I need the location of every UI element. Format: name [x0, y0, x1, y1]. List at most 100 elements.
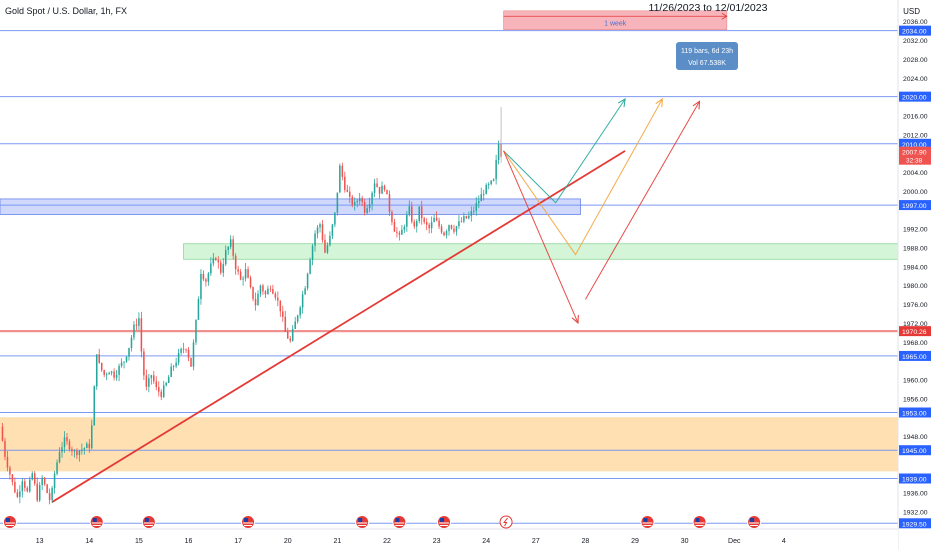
- price-tick-label: 1936.00: [903, 491, 928, 498]
- level-price-label: 1945.00: [902, 448, 927, 455]
- level-price-tag[interactable]: [899, 473, 931, 484]
- candle-body: [202, 273, 205, 280]
- level-price-tag[interactable]: [899, 25, 931, 36]
- price-tick-label: 1932.00: [903, 510, 928, 517]
- candle-body: [430, 222, 433, 229]
- time-tick-label: 14: [85, 538, 93, 545]
- candle-body: [326, 245, 329, 253]
- measure-info-volume: Vol 67.538K: [688, 60, 726, 67]
- candle-body: [269, 288, 272, 290]
- candle-body: [78, 450, 81, 456]
- candle-body: [244, 269, 247, 279]
- candle-body: [267, 288, 269, 295]
- candle-body: [153, 375, 155, 382]
- candle-body: [38, 485, 41, 501]
- measure-info-box: [676, 42, 738, 70]
- candle-body: [239, 271, 242, 280]
- candle-body: [368, 204, 371, 209]
- candle-body: [91, 425, 93, 449]
- candle-body: [341, 165, 344, 177]
- price-tick-label: 1956.00: [903, 396, 928, 403]
- level-price-label: 1965.00: [902, 354, 927, 361]
- candle-body: [81, 449, 83, 451]
- candle-body: [28, 479, 31, 492]
- candle-body: [227, 246, 229, 251]
- time-tick-label: 17: [234, 538, 242, 545]
- candle-body: [56, 462, 58, 474]
- date-range-box[interactable]: [503, 10, 728, 31]
- projection-path-green[interactable]: [503, 98, 626, 204]
- candle-body: [492, 179, 495, 181]
- candle-body: [425, 221, 428, 225]
- candle-body: [453, 228, 455, 232]
- candle-body: [475, 203, 478, 211]
- level-price-tag[interactable]: [899, 326, 931, 337]
- projection-path-red[interactable]: [585, 101, 700, 300]
- us-flag-event-icon[interactable]: [2, 515, 17, 529]
- candle-body: [358, 198, 361, 202]
- level-price-tag[interactable]: [899, 350, 931, 361]
- candle-body: [286, 331, 289, 339]
- candle-body: [187, 349, 190, 358]
- level-price-tag[interactable]: [899, 138, 931, 149]
- candle-body: [316, 227, 319, 234]
- candle-body: [420, 206, 423, 219]
- arrow-head-icon: [721, 12, 728, 20]
- uptrend-line[interactable]: [51, 150, 626, 503]
- level-price-tag[interactable]: [899, 200, 931, 211]
- candle-body: [1, 426, 4, 441]
- candle-body: [95, 354, 98, 387]
- candle-body: [371, 192, 373, 205]
- level-price-label: 2020.00: [902, 95, 927, 102]
- candle-body: [264, 291, 267, 295]
- candle-body: [234, 255, 237, 270]
- candle-body: [344, 176, 346, 190]
- level-price-tag[interactable]: [899, 91, 931, 102]
- candle-body: [110, 371, 113, 373]
- currency-label[interactable]: USD: [903, 7, 920, 16]
- candle-body: [4, 440, 6, 457]
- candle-body: [123, 361, 125, 363]
- candle-body: [9, 467, 11, 475]
- bar-countdown-label: 32:38: [906, 158, 923, 165]
- candle-body: [58, 452, 61, 463]
- candle-body: [433, 217, 435, 223]
- candle-body: [222, 264, 225, 273]
- projection-path-orange[interactable]: [503, 98, 663, 256]
- candle-body: [445, 231, 448, 236]
- candle-body: [470, 211, 473, 216]
- candle-body: [282, 311, 284, 317]
- candle-body: [172, 366, 175, 367]
- arrow-head-icon: [655, 97, 663, 108]
- candle-body: [294, 321, 296, 329]
- last-price-label: 2007.90: [902, 150, 927, 157]
- level-price-tag[interactable]: [899, 518, 931, 529]
- price-tick-label: 1988.00: [903, 246, 928, 253]
- candle-body: [76, 450, 78, 456]
- price-tick-label: 1992.00: [903, 227, 928, 234]
- candle-body: [140, 318, 143, 352]
- last-price-tag[interactable]: [899, 146, 931, 165]
- level-price-label: 1970.26: [902, 329, 927, 336]
- candle-body: [291, 328, 294, 341]
- flag-canton: [440, 518, 445, 522]
- candle-body: [495, 160, 497, 180]
- candle-body: [393, 222, 396, 232]
- candle-body: [14, 482, 16, 493]
- price-tick-label: 1960.00: [903, 378, 928, 385]
- time-axis-panel[interactable]: [0, 529, 898, 550]
- candle-body: [443, 232, 445, 236]
- level-price-tag[interactable]: [899, 407, 931, 418]
- candle-body: [272, 288, 274, 294]
- projection-path-red[interactable]: [503, 150, 579, 324]
- candle-body: [274, 293, 277, 298]
- candle-body: [86, 443, 88, 449]
- candle-body: [398, 232, 401, 235]
- candle-body: [279, 300, 282, 312]
- symbol-title[interactable]: Gold Spot / U.S. Dollar, 1h, FX: [5, 6, 127, 16]
- candle-body: [229, 239, 232, 247]
- level-price-tag[interactable]: [899, 445, 931, 456]
- candle-body: [237, 269, 239, 272]
- candle-body: [115, 374, 118, 378]
- candle-body: [277, 297, 279, 301]
